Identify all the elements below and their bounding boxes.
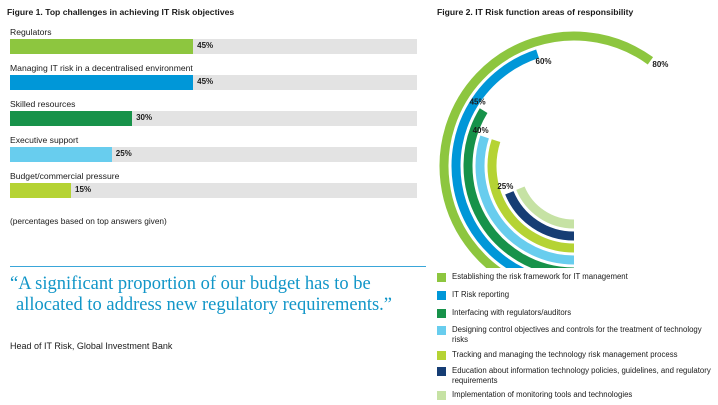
bar (10, 111, 133, 126)
bar-category-label: Skilled resources (10, 99, 76, 109)
bar-value-label: 45% (197, 41, 214, 50)
radial-value-label: 60% (536, 57, 552, 66)
bar-track: 25% (10, 147, 417, 162)
legend-label: Designing control objectives and control… (452, 325, 702, 344)
radial-bar-arc (463, 108, 575, 268)
bar (10, 147, 112, 162)
bar-value-label: 25% (115, 149, 132, 158)
figure-2-title: Figure 2. IT Risk function areas of resp… (437, 7, 634, 17)
radial-bar-arc (505, 190, 575, 241)
radial-value-label: 25% (497, 182, 513, 191)
legend-swatch (437, 291, 446, 300)
bar-category-label: Managing IT risk in a decentralised envi… (10, 63, 193, 73)
bar-category-label: Regulators (10, 27, 52, 37)
pull-quote: “A significant proportion of our budget … (10, 274, 430, 316)
bar-track: 45% (10, 75, 417, 90)
bar-category-label: Budget/commercial pressure (10, 171, 120, 181)
legend-swatch (437, 367, 446, 376)
bar-value-label: 30% (136, 113, 153, 122)
figure-1-title: Figure 1. Top challenges in achieving IT… (7, 7, 235, 17)
bar-track: 15% (10, 183, 417, 198)
bar-category-label: Executive support (10, 135, 79, 145)
legend-label: Establishing the risk framework for IT m… (452, 272, 628, 281)
bar (10, 183, 72, 198)
radial-bar-arc (451, 49, 539, 268)
radial-bar-arc (487, 139, 575, 253)
bar-value-label: 45% (197, 77, 214, 86)
quote-divider (10, 266, 426, 267)
radial-bar-arc (439, 31, 654, 268)
legend-swatch (437, 391, 446, 400)
bar-value-label: 15% (75, 185, 92, 194)
bar (10, 75, 194, 90)
radial-bar-chart-figure-2: 80% 60% 45% 40% 25% (439, 31, 668, 268)
legend-swatch (437, 326, 446, 335)
legend-swatch (437, 351, 446, 360)
legend-swatch (437, 309, 446, 318)
radial-bar-arc (516, 186, 575, 229)
bar-chart-figure-1: Figure 1. Top challenges in achieving IT… (0, 0, 430, 240)
bar-track: 45% (10, 39, 417, 54)
radial-bar-arc (475, 135, 575, 265)
legend-label: Implementation of monitoring tools and t… (452, 390, 633, 399)
radial-value-label: 80% (652, 60, 668, 69)
bar-chart-footnote: (percentages based on top answers given) (10, 216, 167, 226)
legend-label: Interfacing with regulators/auditors (452, 308, 572, 317)
legend-label: Tracking and managing the technology ris… (452, 350, 678, 359)
quote-attribution: Head of IT Risk, Global Investment Bank (10, 341, 173, 351)
radial-value-label: 40% (473, 126, 489, 135)
bar (10, 39, 194, 54)
legend-label: Education about information technology p… (452, 366, 711, 385)
bar-track: 30% (10, 111, 417, 126)
legend-label: IT Risk reporting (452, 290, 510, 299)
quote-line-2: allocated to address new regulatory requ… (16, 295, 393, 315)
quote-line-1: “A significant proportion of our budget … (10, 274, 371, 294)
radial-value-label: 45% (470, 98, 486, 107)
legend-swatch (437, 273, 446, 282)
